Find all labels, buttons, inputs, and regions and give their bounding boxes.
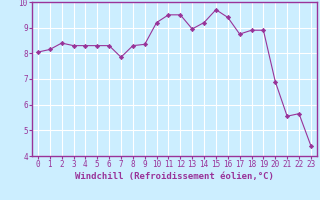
X-axis label: Windchill (Refroidissement éolien,°C): Windchill (Refroidissement éolien,°C) xyxy=(75,172,274,181)
